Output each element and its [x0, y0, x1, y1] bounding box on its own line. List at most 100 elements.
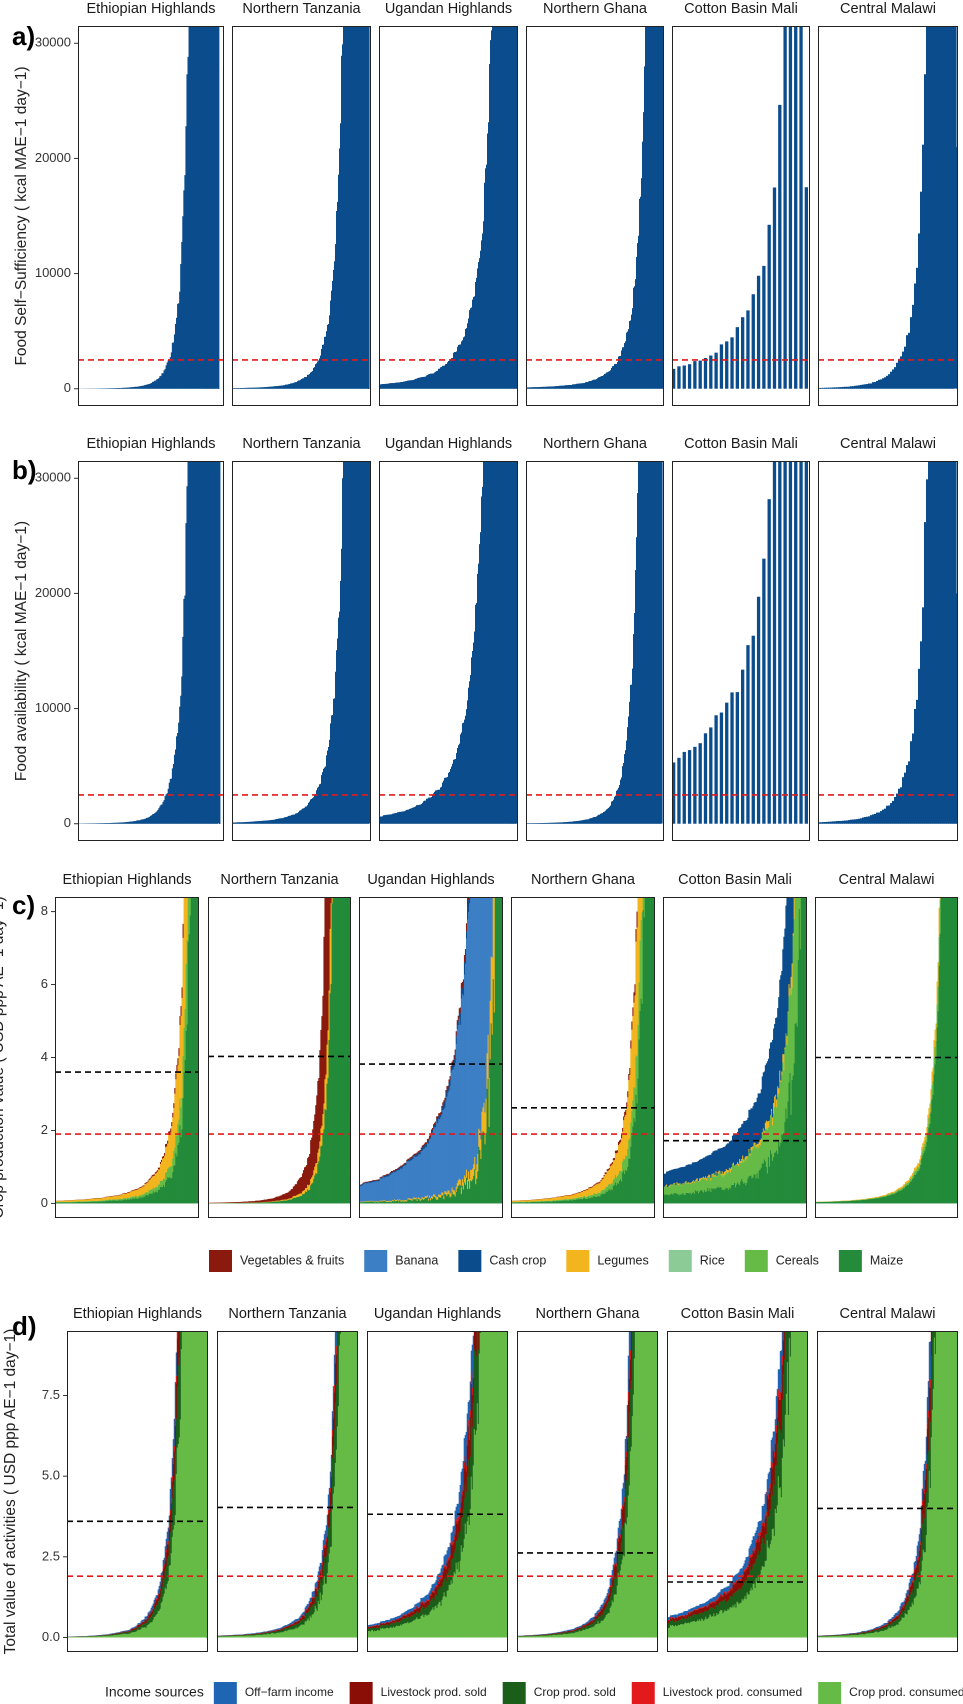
bar-segment — [674, 1183, 676, 1193]
bar-segment — [873, 1198, 875, 1199]
bar — [329, 315, 331, 389]
facet-4: Cotton Basin Mali — [672, 1, 810, 406]
bar-segment — [553, 1200, 555, 1201]
bar — [317, 787, 319, 824]
bar — [383, 815, 385, 824]
bar-segment — [181, 997, 184, 1098]
bar-segment — [442, 1195, 444, 1204]
bar — [535, 823, 537, 824]
bar-segment — [871, 1199, 873, 1204]
bar — [200, 461, 202, 824]
bar-segment — [792, 897, 795, 934]
bar — [137, 386, 140, 389]
bar — [211, 461, 214, 824]
bar-segment — [407, 1158, 409, 1161]
bar-segment — [158, 1167, 161, 1170]
bar-segment — [930, 1112, 933, 1204]
bar-segment — [578, 1197, 581, 1200]
bar-segment — [380, 1176, 383, 1178]
bar-segment — [124, 1631, 127, 1633]
bar — [438, 368, 440, 389]
bar — [920, 191, 923, 389]
bar-segment — [468, 897, 470, 900]
bar — [142, 385, 145, 389]
bar-segment — [83, 1201, 86, 1203]
bar-segment — [477, 897, 479, 1154]
bar-segment — [439, 1113, 441, 1116]
bar-segment — [768, 1166, 771, 1204]
bar-segment — [872, 1198, 874, 1199]
bar — [942, 26, 945, 389]
bar — [594, 379, 596, 389]
bar — [402, 811, 404, 824]
bar-segment — [70, 1202, 73, 1204]
bar-segment — [732, 1134, 735, 1163]
bar-segment — [612, 1158, 615, 1161]
bar-segment — [639, 940, 642, 1011]
bar-segment — [744, 1120, 746, 1158]
bar-segment — [151, 1189, 154, 1194]
bar-segment — [146, 1182, 149, 1183]
bar-segment — [893, 1194, 896, 1204]
bar — [510, 461, 512, 824]
bar-segment — [367, 1182, 369, 1202]
bar-segment — [699, 1191, 701, 1204]
bar-segment — [153, 1174, 156, 1176]
bar-segment — [629, 1067, 631, 1075]
bar-segment — [448, 1079, 451, 1084]
bar-segment — [76, 1202, 79, 1204]
bar-segment — [337, 897, 340, 1204]
bar-segment — [737, 1182, 739, 1204]
bar — [338, 617, 340, 824]
bar — [848, 820, 851, 824]
bar — [491, 461, 493, 824]
bar-segment — [438, 1196, 440, 1204]
bar — [414, 379, 416, 389]
bar-segment — [714, 1150, 717, 1175]
bar-segment — [775, 1096, 777, 1153]
bar-segment — [275, 1196, 278, 1201]
bar-segment — [372, 1182, 374, 1202]
bar-segment — [937, 1011, 940, 1204]
bar — [494, 461, 496, 824]
bar — [882, 378, 885, 389]
bar — [214, 26, 217, 389]
bar — [172, 763, 175, 824]
bar-segment — [636, 1055, 639, 1104]
bar-segment — [388, 1175, 391, 1201]
bar-segment — [173, 1165, 175, 1204]
bar-segment — [165, 1172, 167, 1182]
bar-segment — [864, 1199, 866, 1204]
bar-segment — [494, 897, 497, 1204]
bar — [350, 26, 352, 389]
bar — [565, 385, 567, 389]
bar-segment — [906, 1180, 909, 1183]
bar — [393, 383, 395, 389]
bar — [200, 26, 202, 389]
bar-segment — [444, 1191, 446, 1194]
bar-segment — [75, 1200, 78, 1202]
bar-segment — [120, 1632, 122, 1633]
bar — [298, 812, 300, 824]
bar-segment — [739, 1127, 741, 1159]
bar-segment — [771, 1108, 773, 1112]
bar — [624, 754, 626, 824]
bar-segment — [122, 1198, 125, 1200]
bar-segment — [464, 1184, 467, 1204]
bar-segment — [109, 1635, 111, 1638]
bar-segment — [421, 1147, 424, 1151]
bar-segment — [78, 1201, 81, 1204]
bar-segment — [906, 1185, 909, 1204]
bar — [260, 820, 262, 824]
bar — [922, 144, 925, 389]
bar — [234, 388, 236, 389]
bar — [511, 26, 513, 389]
bar — [892, 800, 895, 824]
bar-segment — [624, 1111, 626, 1117]
bar-segment — [402, 1164, 404, 1166]
bar — [485, 461, 487, 824]
bar — [530, 387, 532, 389]
bar-segment — [155, 1191, 158, 1204]
bar-segment — [889, 1195, 892, 1204]
bar-segment — [106, 1635, 108, 1638]
